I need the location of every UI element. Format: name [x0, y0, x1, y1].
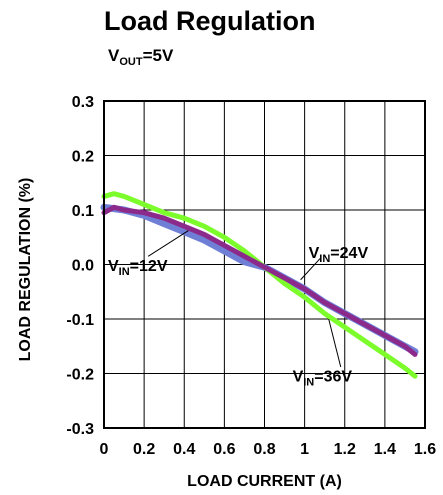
annotation-leader-vin36	[328, 318, 342, 368]
y-axis-label: LOAD REGULATION (%)	[17, 178, 34, 362]
y-tick-label: -0.3	[66, 421, 94, 438]
y-tick-label: 0.2	[72, 149, 94, 166]
y-tick-label: -0.2	[66, 367, 94, 384]
annotation-vin24: VIN=24V	[309, 245, 369, 265]
y-tick-labels: 0.3 0.2 0.1 0.0 -0.1 -0.2 -0.3	[66, 94, 94, 438]
x-tick-label: 1.2	[334, 441, 356, 458]
plot-frame	[103, 100, 426, 429]
annotation-leader-vin24	[300, 257, 322, 281]
annotation-vin36: VIN=36V	[293, 369, 353, 389]
y-tick-label: 0.1	[72, 203, 94, 220]
x-tick-label: 0.4	[173, 441, 195, 458]
x-tick-label: 0.8	[253, 441, 275, 458]
x-tick-label: 1.6	[414, 441, 436, 458]
series-line-vin24	[101, 204, 418, 357]
chart-title: Load Regulation	[104, 6, 316, 36]
chart-series	[100, 191, 419, 379]
series-line-vin12	[100, 203, 419, 356]
series-annotations: VIN=12V VIN=24V VIN=36V	[108, 245, 368, 389]
subtitle-rest: =5V	[143, 46, 174, 65]
chart-grid	[104, 101, 425, 428]
chart-subtitle: VOUT=5V	[108, 46, 174, 68]
subtitle-main: V	[108, 46, 120, 65]
annotation-leaders	[147, 230, 342, 368]
y-tick-label: 0.3	[72, 94, 94, 111]
x-tick-label: 1.4	[374, 441, 396, 458]
x-axis-label: LOAD CURRENT (A)	[187, 473, 342, 490]
x-tick-label: 0.6	[213, 441, 235, 458]
x-tick-label: 0	[100, 441, 109, 458]
x-tick-label: 1	[300, 441, 309, 458]
y-tick-label: 0.0	[72, 258, 94, 275]
annotation-leader-vin12	[147, 230, 189, 257]
y-tick-label: -0.1	[66, 312, 94, 329]
x-tick-labels: 0 0.2 0.4 0.6 0.8 1 1.2 1.4 1.6	[100, 441, 437, 458]
subtitle-sub: OUT	[119, 56, 143, 68]
x-tick-label: 0.2	[133, 441, 155, 458]
annotation-vin12: VIN=12V	[108, 258, 168, 278]
